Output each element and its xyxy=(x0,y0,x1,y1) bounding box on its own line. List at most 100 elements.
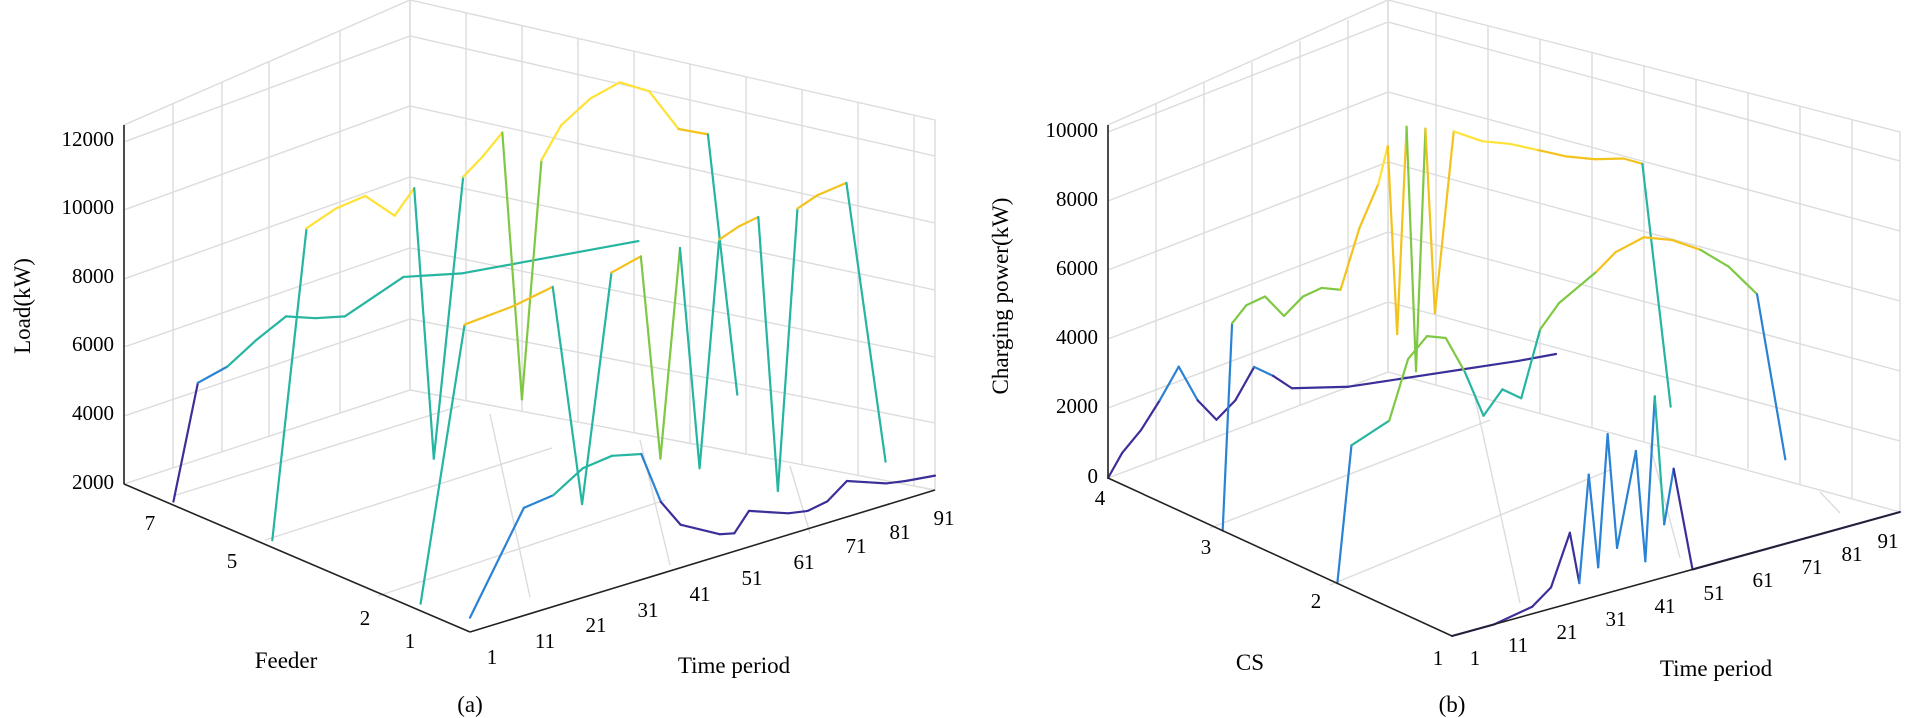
subplot-a-grid xyxy=(123,0,936,598)
subplot-b-series-segment xyxy=(1663,467,1675,526)
subplot-b-series-segment xyxy=(1671,238,1702,251)
subplot-a-series-segment xyxy=(462,155,484,178)
subplot-a-series-segment xyxy=(737,215,760,228)
subplot-b-z-ticks: 0 2000 4000 6000 8000 10000 xyxy=(1046,118,1099,488)
subplot-a-series-segment xyxy=(706,133,739,396)
subplot-b-x-ticks: 1 11 21 31 41 51 61 71 81 91 xyxy=(1470,529,1899,670)
subplot-b-series-segment xyxy=(1388,357,1410,422)
subplot-a-series-segment xyxy=(580,271,613,506)
subplot-a-series-segment xyxy=(884,479,907,485)
subplot-a-x-tick: 1 xyxy=(487,645,498,669)
subplot-a-series-segment xyxy=(419,323,466,605)
subplot-b-x-tick: 21 xyxy=(1557,620,1578,644)
subplot-b-series-segment xyxy=(1595,251,1617,273)
subplot-b-series-segment xyxy=(1369,419,1391,435)
subplot-b-series-segment xyxy=(1482,388,1504,417)
subplot-b-series-segment xyxy=(1444,336,1466,373)
subplot-b-series-segment xyxy=(1480,140,1512,146)
subplot-a-series-segment xyxy=(806,500,829,513)
subplot-b-series-segment xyxy=(1196,399,1218,421)
subplot-b-series-segment xyxy=(1301,286,1323,298)
subplot-b-series-segment xyxy=(1463,370,1485,417)
subplot-a-x-tick: 81 xyxy=(890,520,911,544)
subplot-a-series-segment xyxy=(172,381,200,503)
subplot-a-series-segment xyxy=(549,250,581,259)
subplot-b-grid xyxy=(1107,0,1901,604)
subplot-b-series-segment xyxy=(1452,130,1484,143)
subplot-a-series-segment xyxy=(501,131,524,401)
subplot-b-series-segment xyxy=(1221,322,1234,532)
subplot-b-series-segment xyxy=(1319,385,1350,389)
subplot-a-series-segment xyxy=(845,479,868,484)
subplot-a-x-tick: 61 xyxy=(794,550,815,574)
subplot-b-series-segment xyxy=(1488,359,1520,367)
subplot-b-series-segment xyxy=(1347,381,1378,388)
subplot-a-series-segment xyxy=(364,194,396,217)
subplot-a-y-axis xyxy=(123,483,471,633)
subplot-a-y-ticks: 1 2 5 7 xyxy=(145,511,416,653)
subplot-b-series-segment xyxy=(1215,399,1237,421)
subplot-a-series-segment xyxy=(512,285,554,308)
subplot-a-series-segment xyxy=(522,494,555,509)
subplot-a-series-segment xyxy=(677,127,710,136)
subplot-b-series-segment xyxy=(1424,127,1436,315)
subplot-a-series-segment xyxy=(733,509,751,535)
subplot-b-series-segment xyxy=(1539,302,1561,331)
subplot-a-x-label: Time period xyxy=(678,653,791,678)
subplot-a-axes xyxy=(123,125,936,633)
subplot-b-series-segment xyxy=(1634,449,1647,563)
subplot-b-series xyxy=(1106,125,1902,638)
subplot-b-series-segment xyxy=(1642,236,1674,242)
subplot-b-z-tick: 0 xyxy=(1088,464,1099,488)
subplot-b-series-segment xyxy=(1396,125,1408,336)
subplot-b-series-segment xyxy=(1271,374,1294,390)
subplot-b-x-tick: 91 xyxy=(1878,529,1899,553)
subplot-b-x-tick: 1 xyxy=(1470,646,1481,670)
subplot-b-series-segment xyxy=(1699,248,1730,268)
subplot-a-x-axis xyxy=(469,489,936,633)
subplot-b-series-segment xyxy=(1672,467,1694,571)
subplot-b-series-segment xyxy=(1121,428,1143,455)
subplot-a-z-tick: 10000 xyxy=(62,195,115,219)
subplot-a-series-segment xyxy=(402,274,434,279)
subplot-b-series-segment xyxy=(1245,295,1267,307)
subplot-a-z-tick: 12000 xyxy=(62,127,115,151)
subplot-b-series-segment xyxy=(1139,399,1161,432)
subplot-b-series-segment xyxy=(1755,293,1787,461)
subplot-b-series-segment xyxy=(1622,157,1644,165)
subplot-b-series-segment xyxy=(1158,365,1180,402)
subplot-b-x-tick: 71 xyxy=(1802,555,1823,579)
subplot-a-series-segment xyxy=(815,181,848,197)
subplot-b-series-segment xyxy=(1386,145,1399,336)
subplot-a-y-label: Feeder xyxy=(255,648,318,673)
subplot-a-series-segment xyxy=(618,81,651,93)
subplot-a-series-segment xyxy=(581,454,614,470)
subplot-a-series-segment xyxy=(698,528,721,536)
subplot-b-series-segment xyxy=(1597,432,1609,569)
subplot-a-series-segment xyxy=(796,194,819,210)
subplot-b-series-segment xyxy=(1606,432,1619,550)
subplot-b-series-segment xyxy=(1578,473,1590,585)
subplot-a-x-tick: 41 xyxy=(690,582,711,606)
subplot-a-series-segment xyxy=(540,124,563,162)
subplot-a: 2000 4000 6000 8000 10000 12000 1 2 5 7 … xyxy=(10,0,955,717)
subplot-a-series-segment xyxy=(578,245,611,253)
subplot-b-series-segment xyxy=(1106,451,1124,480)
subplot-a-series-segment xyxy=(373,275,405,298)
subplot-b-x-tick: 41 xyxy=(1655,594,1676,618)
subplot-a-series-segment xyxy=(334,194,367,210)
subplot-b-series-segment xyxy=(1290,386,1322,390)
subplot-a-y-tick: 2 xyxy=(360,606,371,630)
subplot-a-series-segment xyxy=(787,509,809,515)
subplot-b-z-label: Charging power(kW) xyxy=(988,198,1013,395)
subplot-b-y-tick: 1 xyxy=(1433,646,1444,670)
subplot-b-label: (b) xyxy=(1439,692,1466,717)
subplot-a-series-segment xyxy=(718,225,740,241)
subplot-a-series-segment xyxy=(698,238,721,470)
subplot-b-series-segment xyxy=(1493,605,1534,626)
subplot-a-series-segment xyxy=(468,506,525,619)
subplot-b-series-segment xyxy=(1433,130,1455,315)
subplot-b-series-segment xyxy=(1406,335,1429,361)
subplot-b-series-segment xyxy=(1509,142,1540,152)
subplot-a-series-segment xyxy=(639,255,662,460)
